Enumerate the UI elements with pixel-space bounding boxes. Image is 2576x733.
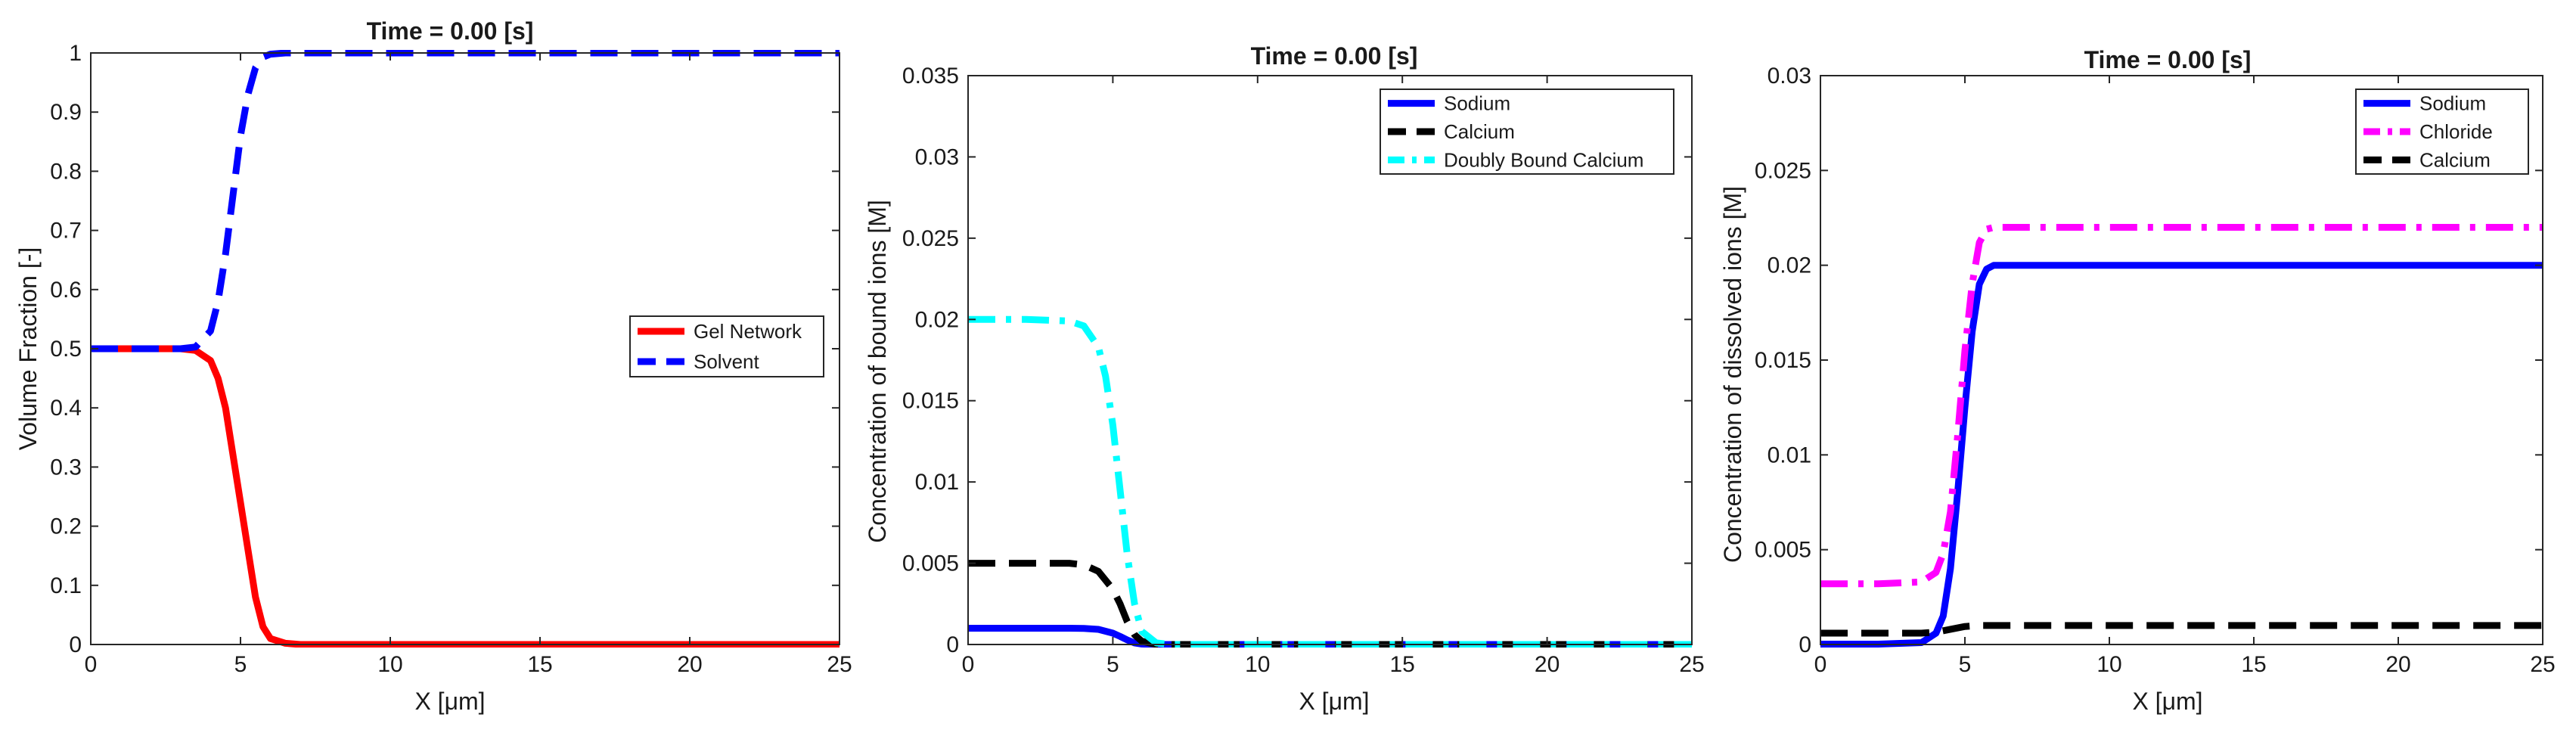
legend-entry-solvent: Solvent (694, 350, 759, 373)
x-tick-label: 25 (827, 652, 852, 677)
chart-title: Time = 0.00 [s] (2084, 46, 2252, 73)
y-tick-label: 0 (946, 632, 959, 657)
x-tick-label: 10 (377, 652, 402, 677)
legend-entry-chloride: Chloride (2419, 120, 2493, 143)
volume-fraction-chart: Time = 0.00 [s] X [μm] Volume Fraction [… (14, 17, 852, 715)
x-tick-label: 0 (85, 652, 98, 677)
y-tick-label: 0.5 (50, 337, 82, 362)
y-tick-label: 0 (69, 632, 82, 657)
dissolved-ions-chart: Time = 0.00 [s] X [μm] Concentration of … (1719, 46, 2556, 715)
x-tick-label: 15 (527, 652, 552, 677)
y-axis-label: Volume Fraction [-] (14, 247, 42, 451)
y-tick-label: 0.01 (915, 470, 959, 495)
series-line-sodium (1820, 262, 2543, 648)
legend-entry-sodium: Sodium (2419, 92, 2486, 115)
y-tick-label: 0.01 (1768, 443, 1811, 467)
y-tick-label: 0.025 (902, 226, 959, 251)
chart-title: Time = 0.00 [s] (1251, 42, 1418, 70)
legend: Gel Network Solvent (629, 315, 824, 377)
y-tick-label: 0.3 (50, 455, 82, 480)
y-tick-label: 0.025 (1755, 158, 1811, 183)
x-tick-label: 10 (2096, 652, 2121, 677)
x-axis-label: X [μm] (1299, 688, 1369, 715)
y-tick-label: 0 (1799, 632, 1811, 657)
x-tick-label: 10 (1245, 652, 1270, 677)
legend: Sodium Chloride Calcium (2355, 89, 2529, 175)
x-tick-label: 20 (2385, 652, 2410, 677)
y-tick-label: 0.02 (915, 307, 959, 332)
y-tick-label: 0.8 (50, 159, 82, 184)
y-tick-label: 0.035 (902, 64, 959, 89)
y-tick-label: 0.005 (902, 551, 959, 576)
y-tick-label: 1 (69, 41, 82, 66)
y-tick-label: 0.2 (50, 514, 82, 539)
legend-entry-sodium: Sodium (1444, 92, 1510, 115)
x-axis-label: X [μm] (2132, 688, 2202, 715)
y-tick-label: 0.4 (50, 396, 82, 421)
y-tick-label: 0.1 (50, 573, 82, 598)
series-line-chloride (1820, 224, 2543, 588)
legend-box (629, 315, 824, 377)
x-tick-label: 20 (1535, 652, 1560, 677)
x-tick-label: 5 (1959, 652, 1972, 677)
x-tick-label: 0 (962, 652, 975, 677)
x-tick-label: 15 (1390, 652, 1415, 677)
series-group (1820, 224, 2543, 648)
x-tick-label: 20 (677, 652, 702, 677)
legend-entry-gel-network: Gel Network (694, 320, 802, 343)
y-tick-label: 0.015 (902, 389, 959, 414)
y-tick-label: 0.005 (1755, 538, 1811, 563)
legend: Sodium Calcium Doubly Bound Calcium (1380, 89, 1674, 175)
legend-entry-doubly-bound-calcium: Doubly Bound Calcium (1444, 148, 1643, 171)
legend-entry-calcium: Calcium (1444, 120, 1515, 143)
x-tick-label: 5 (1106, 652, 1119, 677)
chart-title: Time = 0.00 [s] (367, 17, 534, 45)
y-tick-label: 0.03 (915, 144, 959, 169)
x-tick-label: 15 (2241, 652, 2266, 677)
y-tick-label: 0.7 (50, 219, 82, 244)
y-tick-label: 0.02 (1768, 253, 1811, 278)
y-tick-label: 0.015 (1755, 348, 1811, 373)
series-line-calcium (1820, 622, 2543, 637)
x-axis-label: X [μm] (414, 688, 485, 715)
x-tick-label: 0 (1814, 652, 1827, 677)
x-tick-label: 25 (2530, 652, 2555, 677)
y-axis-label: Concentration of dissolved ions [M] (1719, 186, 1746, 563)
bound-ions-chart: Time = 0.00 [s] X [μm] Concentration of … (864, 42, 1705, 715)
y-axis-label: Concentration of bound ions [M] (864, 200, 891, 543)
y-tick-label: 0.9 (50, 100, 82, 125)
axes-box (967, 75, 1693, 645)
y-tick-label: 0.6 (50, 278, 82, 303)
x-tick-label: 25 (1679, 652, 1704, 677)
y-tick-label: 0.03 (1768, 64, 1811, 89)
series-line-calcium (968, 560, 1692, 648)
legend-entry-calcium: Calcium (2419, 148, 2491, 171)
x-tick-label: 5 (234, 652, 247, 677)
